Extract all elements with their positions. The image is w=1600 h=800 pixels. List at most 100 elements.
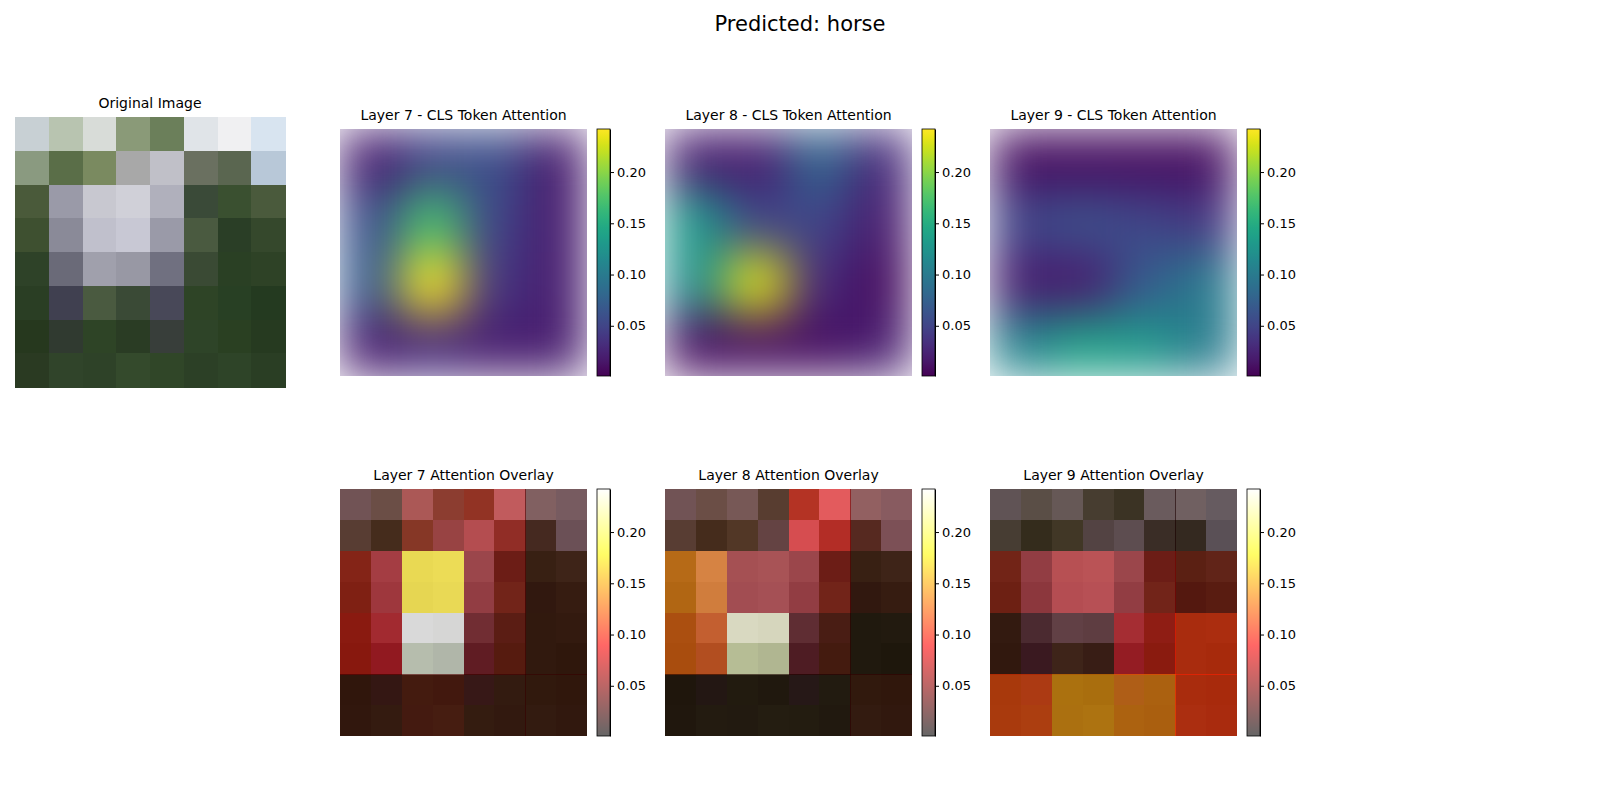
colorbar-tick-mark bbox=[610, 583, 614, 584]
heatmap-cell bbox=[665, 314, 727, 376]
colorbar-tick-mark bbox=[610, 275, 614, 276]
colorbar-tick: 0.20 bbox=[935, 165, 971, 180]
image-pixel bbox=[83, 151, 117, 185]
overlay-panel bbox=[340, 489, 588, 737]
heatmap-cell bbox=[789, 191, 851, 253]
colorbar: 0.050.100.150.20 bbox=[597, 129, 646, 377]
image-pixel bbox=[116, 320, 150, 354]
image-pixel bbox=[116, 151, 150, 185]
image-pixel bbox=[49, 218, 83, 252]
heatmap bbox=[340, 129, 587, 376]
overlay-cell bbox=[850, 489, 912, 551]
colorbar-axis: 0.050.100.150.20 bbox=[610, 130, 646, 377]
heatmap-cell bbox=[525, 253, 587, 315]
overlay-cell bbox=[727, 551, 789, 613]
colorbar-tick-mark bbox=[610, 635, 614, 636]
overlay-cell bbox=[464, 489, 526, 551]
colorbar-tick-mark bbox=[935, 635, 939, 636]
heatmap-cell bbox=[525, 191, 587, 253]
colorbar-tick: 0.20 bbox=[1260, 165, 1296, 180]
colorbar-tick: 0.15 bbox=[935, 216, 971, 231]
overlay-cell bbox=[789, 551, 851, 613]
image-pixel bbox=[251, 252, 285, 286]
heatmap-cell bbox=[525, 314, 587, 376]
attention-panel bbox=[990, 129, 1238, 377]
colorbar-tick-label: 0.20 bbox=[1267, 165, 1296, 180]
plot-area bbox=[990, 489, 1237, 736]
heatmap-cell bbox=[665, 253, 727, 315]
plot-area bbox=[340, 489, 587, 736]
colorbar-axis: 0.050.100.150.20 bbox=[935, 490, 971, 737]
colorbar-tick: 0.15 bbox=[610, 576, 646, 591]
image-pixel bbox=[83, 252, 117, 286]
overlay-cell bbox=[665, 489, 727, 551]
heatmap-cell bbox=[1114, 191, 1176, 253]
image-pixel bbox=[184, 151, 218, 185]
image-pixel bbox=[83, 320, 117, 354]
heatmap-cell bbox=[1175, 314, 1237, 376]
heatmap-cell bbox=[665, 129, 727, 191]
attention-panel bbox=[665, 129, 913, 377]
heatmap-cell bbox=[850, 314, 912, 376]
panel-title: Layer 8 - CLS Token Attention bbox=[685, 107, 891, 123]
image-pixel bbox=[116, 286, 150, 320]
image-pixel bbox=[184, 185, 218, 219]
overlay-cell bbox=[727, 674, 789, 736]
colorbar: 0.050.100.150.20 bbox=[597, 489, 646, 737]
overlay-cell bbox=[1114, 613, 1176, 675]
overlay-cell bbox=[340, 489, 402, 551]
colorbar-tick-mark bbox=[935, 326, 939, 327]
heatmap-cell bbox=[665, 191, 727, 253]
colorbar-gradient bbox=[922, 489, 935, 736]
heatmap-cell bbox=[1175, 253, 1237, 315]
image-pixel bbox=[83, 185, 117, 219]
image-pixel bbox=[15, 151, 49, 185]
colorbar-axis-line bbox=[935, 130, 936, 377]
overlay-cell bbox=[402, 613, 464, 675]
attention-panel bbox=[340, 129, 588, 377]
overlay-cell bbox=[789, 613, 851, 675]
overlay-cell bbox=[665, 551, 727, 613]
panel-title: Layer 7 Attention Overlay bbox=[373, 467, 553, 483]
heatmap-cell bbox=[1114, 253, 1176, 315]
colorbar-tick-mark bbox=[935, 275, 939, 276]
overlay-cell bbox=[789, 674, 851, 736]
image-pixel bbox=[116, 185, 150, 219]
image-pixel bbox=[15, 353, 49, 387]
image-pixel bbox=[218, 320, 252, 354]
colorbar: 0.050.100.150.20 bbox=[1247, 129, 1296, 377]
colorbar-gradient bbox=[597, 129, 610, 376]
colorbar-tick: 0.20 bbox=[1260, 525, 1296, 540]
colorbar-tick: 0.20 bbox=[935, 525, 971, 540]
colorbar-tick-label: 0.05 bbox=[617, 678, 646, 693]
heatmap-cell bbox=[1114, 129, 1176, 191]
image-pixel bbox=[15, 117, 49, 151]
image-pixel bbox=[251, 218, 285, 252]
image-pixel bbox=[116, 252, 150, 286]
colorbar-tick-label: 0.10 bbox=[942, 627, 971, 642]
colorbar-gradient bbox=[1247, 489, 1260, 736]
colorbar-tick-label: 0.10 bbox=[617, 627, 646, 642]
colorbar-tick: 0.10 bbox=[610, 267, 646, 282]
image-pixel bbox=[218, 117, 252, 151]
colorbar-tick: 0.10 bbox=[1260, 627, 1296, 642]
colorbar-axis: 0.050.100.150.20 bbox=[1260, 130, 1296, 377]
heatmap-cell bbox=[464, 191, 526, 253]
title: Predicted: horse bbox=[715, 12, 886, 36]
colorbar-tick-mark bbox=[610, 532, 614, 533]
image-pixel bbox=[184, 218, 218, 252]
overlay-cell bbox=[727, 489, 789, 551]
image-pixel bbox=[15, 252, 49, 286]
overlay-cell bbox=[850, 674, 912, 736]
image-pixel bbox=[150, 185, 184, 219]
image-pixel bbox=[49, 353, 83, 387]
colorbar-tick: 0.05 bbox=[610, 678, 646, 693]
overlay-panel bbox=[665, 489, 913, 737]
heatmap-cell bbox=[990, 191, 1052, 253]
colorbar-tick-mark bbox=[1260, 686, 1264, 687]
panel-title: Layer 9 Attention Overlay bbox=[1023, 467, 1203, 483]
colorbar-tick-mark bbox=[1260, 583, 1264, 584]
colorbar-tick: 0.15 bbox=[935, 576, 971, 591]
heatmap-cell bbox=[1175, 129, 1237, 191]
colorbar-axis: 0.050.100.150.20 bbox=[610, 490, 646, 737]
